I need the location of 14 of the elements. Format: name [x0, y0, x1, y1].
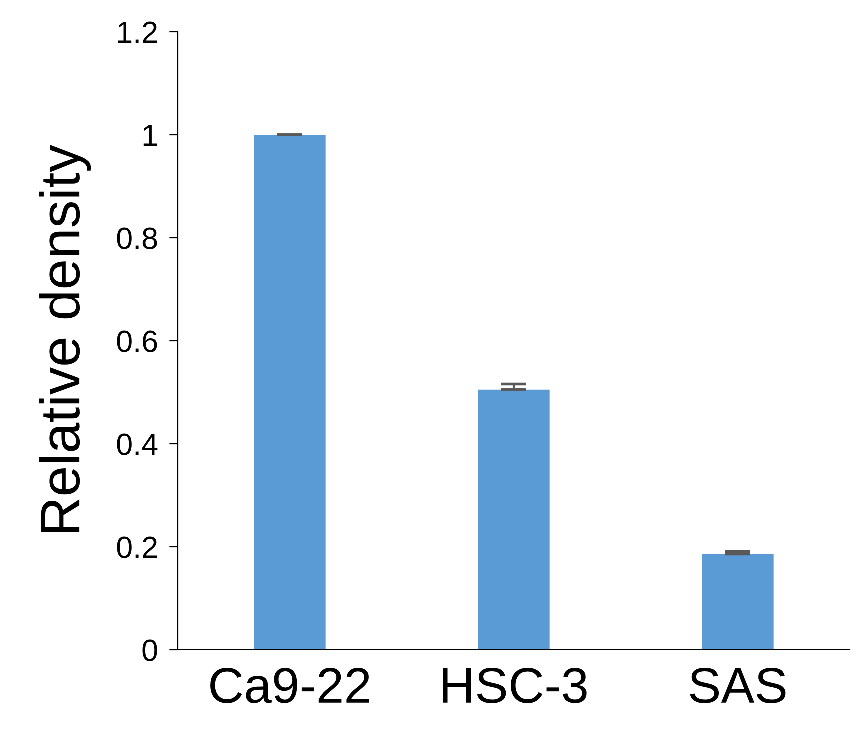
y-tick-label: 0.4: [117, 434, 158, 456]
bar: [702, 554, 774, 650]
y-tick-label: 0.8: [117, 228, 158, 250]
bar: [254, 135, 326, 650]
y-tick-label: 0.2: [117, 536, 158, 558]
x-tick-label: Ca9-22: [210, 668, 370, 704]
y-tick-label: 0: [142, 640, 158, 662]
x-tick-label: HSC-3: [443, 668, 587, 704]
y-tick-label: 1: [144, 125, 158, 146]
y-axis-title: Relative density: [39, 145, 92, 533]
x-tick-label: SAS: [690, 668, 786, 704]
y-tick-label: 0.6: [117, 330, 158, 352]
y-tick-label: 1.2: [118, 22, 158, 44]
bar: [478, 390, 550, 650]
